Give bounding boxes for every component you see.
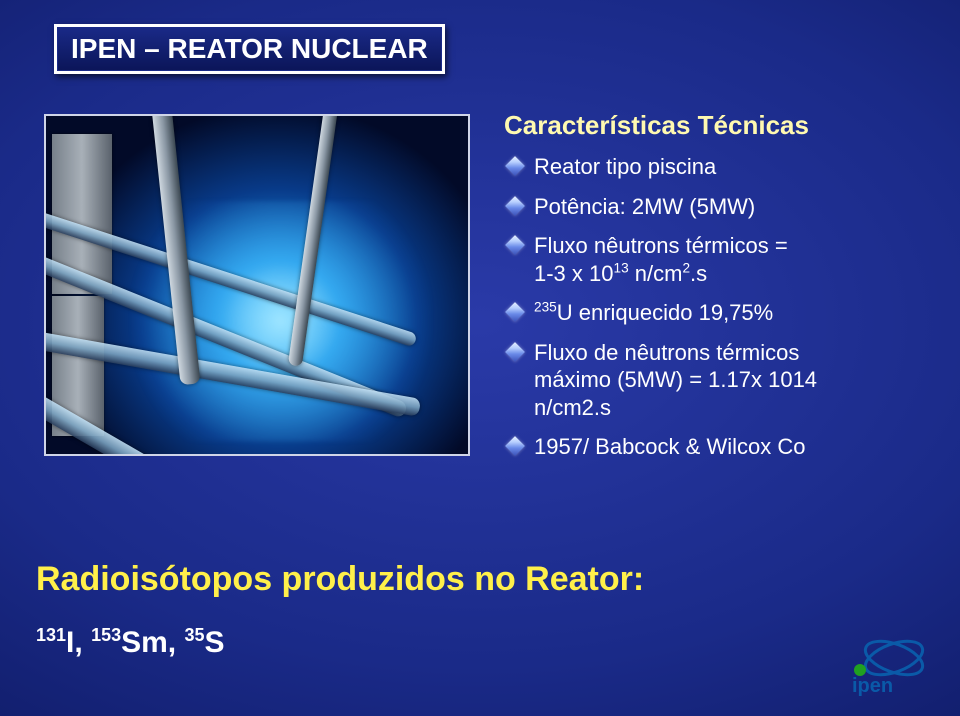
spec-max-flux: Fluxo de nêutrons térmicos máximo (5MW) …: [504, 339, 934, 422]
spec-reactor-type: Reator tipo piscina: [504, 153, 934, 181]
specs-heading: Características Técnicas: [504, 110, 934, 141]
max-flux-l2: máximo (5MW) = 1.17x 1014: [534, 367, 817, 392]
iso-i-sym: I,: [66, 626, 91, 659]
flux-exp: 13: [614, 260, 629, 275]
flux-unit-suffix: .s: [690, 261, 707, 286]
iso-sm-sym: Sm,: [121, 626, 184, 659]
spec-power: Potência: 2MW (5MW): [504, 193, 934, 221]
ipen-logo-icon: ipen: [844, 636, 930, 696]
u-text: U enriquecido 19,75%: [557, 300, 773, 325]
u-sup: 235: [534, 300, 557, 315]
iso-s-sup: 35: [184, 625, 204, 645]
flux-label: Fluxo nêutrons térmicos =: [534, 233, 788, 258]
flux-unit-exp: 2: [682, 260, 690, 275]
footer-heading: Radioisótopos produzidos no Reator:: [36, 560, 644, 599]
svg-text:ipen: ipen: [852, 675, 893, 696]
spec-enrichment: 235U enriquecido 19,75%: [504, 299, 934, 327]
reactor-pool-photo: [44, 114, 470, 456]
iso-sm-sup: 153: [91, 625, 121, 645]
flux-prefix: 1-3 x 10: [534, 261, 614, 286]
specs-list: Reator tipo piscina Potência: 2MW (5MW) …: [504, 153, 934, 461]
specs-panel: Características Técnicas Reator tipo pis…: [504, 110, 934, 473]
max-flux-l1: Fluxo de nêutrons térmicos: [534, 340, 799, 365]
iso-s-sym: S: [205, 626, 225, 659]
page-title: IPEN – REATOR NUCLEAR: [54, 24, 445, 74]
iso-i-sup: 131: [36, 625, 66, 645]
isotopes-list: 131I, 153Sm, 35S: [36, 626, 225, 660]
flux-unit-pre: n/cm: [629, 261, 683, 286]
spec-thermal-flux: Fluxo nêutrons térmicos = 1-3 x 1013 n/c…: [504, 232, 934, 287]
spec-year-vendor: 1957/ Babcock & Wilcox Co: [504, 433, 934, 461]
max-flux-l3: n/cm2.s: [534, 395, 611, 420]
